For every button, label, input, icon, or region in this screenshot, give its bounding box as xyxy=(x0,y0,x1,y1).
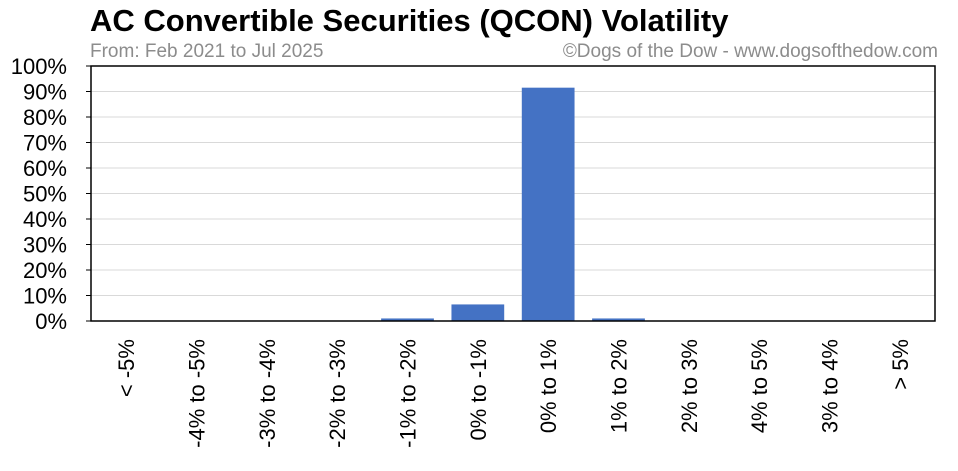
x-tick-label: -3% to -4% xyxy=(255,339,280,448)
x-tick-label: > 5% xyxy=(888,339,913,390)
bars xyxy=(381,87,645,321)
y-tick-label: 0% xyxy=(35,309,67,334)
y-tick-label: 80% xyxy=(23,105,67,130)
y-tick-labels: 0%10%20%30%40%50%60%70%80%90%100% xyxy=(11,54,67,334)
x-tick-label: 2% to 3% xyxy=(677,339,702,433)
plot-area-border xyxy=(90,65,936,322)
x-tick-label: 4% to 5% xyxy=(747,339,772,433)
bar xyxy=(381,318,434,321)
chart-subtitle: From: Feb 2021 to Jul 2025 xyxy=(90,41,324,62)
bar xyxy=(592,318,645,321)
bar xyxy=(521,87,575,321)
y-tick-label: 40% xyxy=(23,207,67,232)
y-tick-label: 30% xyxy=(23,233,67,258)
axes xyxy=(86,65,936,322)
y-tick-label: 10% xyxy=(23,284,67,309)
chart-credit: ©Dogs of the Dow - www.dogsofthedow.com xyxy=(562,41,938,62)
x-tick-label: -4% to -5% xyxy=(185,339,210,448)
y-tick-label: 50% xyxy=(23,182,67,207)
x-tick-label: 0% to 1% xyxy=(536,339,561,433)
x-tick-label: -2% to -3% xyxy=(325,339,350,448)
x-tick-label: 1% to 2% xyxy=(607,339,632,433)
y-tick-label: 100% xyxy=(11,54,67,79)
bar xyxy=(451,304,505,321)
x-tick-label: -1% to -2% xyxy=(396,339,421,448)
gridlines xyxy=(91,91,935,296)
chart-title: AC Convertible Securities (QCON) Volatil… xyxy=(90,3,729,38)
x-tick-labels: < -5% -4% to -5% -3% to -4% -2% to -3% -1% t… xyxy=(114,339,913,448)
x-tick-label: 0% to -1% xyxy=(466,339,491,441)
x-tick-label: < -5% xyxy=(114,339,139,397)
y-tick-label: 20% xyxy=(23,258,67,283)
y-tick-label: 90% xyxy=(23,80,67,105)
y-tick-label: 70% xyxy=(23,131,67,156)
y-tick-label: 60% xyxy=(23,156,67,181)
x-tick-label: 3% to 4% xyxy=(818,339,843,433)
